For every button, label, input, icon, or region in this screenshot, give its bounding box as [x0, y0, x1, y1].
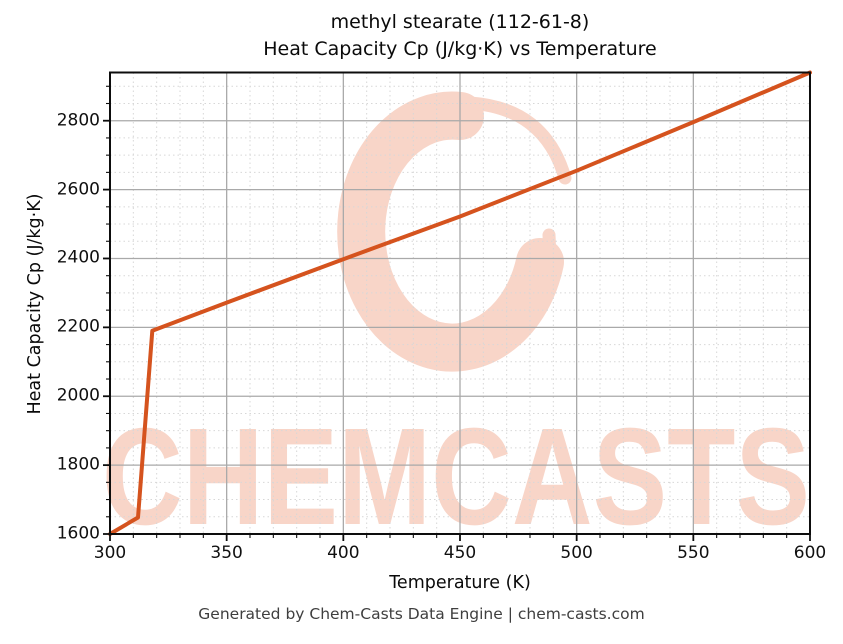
grid-major	[109, 72, 811, 535]
watermark: CHEMCASTS	[102, 91, 810, 554]
y-axis-label: Heat Capacity Cp (J/kg·K)	[25, 193, 45, 415]
y-tick-label: 2600	[56, 179, 100, 200]
y-tick-label: 1600	[56, 523, 100, 544]
data-series	[108, 70, 812, 536]
watermark-text: CHEMCASTS	[102, 400, 810, 554]
x-tick-label: 350	[210, 543, 243, 563]
chart-title-line2: Heat Capacity Cp (J/kg·K) vs Temperature	[263, 38, 657, 60]
watermark-logo-swoosh-right-icon	[512, 228, 556, 339]
x-tick-label: 600	[793, 543, 827, 563]
x-tick-label: 450	[443, 543, 477, 563]
axis-ticks	[103, 85, 811, 541]
y-tick-label: 2800	[56, 110, 100, 131]
footer-credit: Generated by Chem-Casts Data Engine | ch…	[198, 605, 645, 623]
watermark-logo-swoosh-top-icon	[463, 96, 572, 185]
y-tick-label: 2200	[56, 316, 100, 337]
watermark-logo-c-icon	[337, 91, 564, 372]
chart-title-line1: methyl stearate (112-61-8)	[330, 11, 590, 33]
y-tick-label: 2000	[56, 385, 100, 406]
x-tick-label: 400	[327, 543, 360, 563]
x-tick-label: 300	[93, 543, 127, 563]
x-tick-label: 550	[677, 543, 710, 563]
y-tick-label: 1800	[56, 454, 100, 475]
x-tick-label: 500	[560, 543, 593, 563]
grid-minor	[110, 72, 810, 534]
series-line-cp	[108, 70, 812, 536]
y-tick-label: 2400	[56, 247, 100, 268]
x-axis-label: Temperature (K)	[389, 573, 531, 593]
